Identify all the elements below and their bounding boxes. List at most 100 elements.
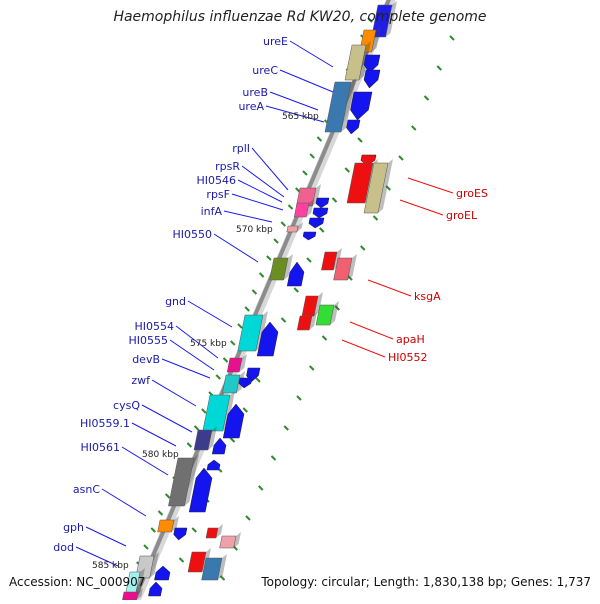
gene-groEL-side	[378, 159, 393, 213]
tick-mark	[319, 227, 325, 233]
label-rpsF: rpsF	[206, 188, 230, 201]
tick-mark	[306, 257, 312, 263]
backbone-line	[130, 0, 391, 604]
gene-orange-1-side	[371, 26, 381, 52]
gene-blue-3	[350, 91, 373, 121]
tick-mark	[423, 95, 430, 101]
accession-text: Accession: NC_000907	[9, 575, 146, 589]
gene-ureB-blue-body	[324, 81, 352, 133]
gene-pink-4	[122, 588, 143, 601]
gene-blue-19	[148, 581, 163, 597]
tick-mark	[436, 65, 442, 71]
gene-pink-4-body	[122, 591, 139, 601]
tick-mark	[357, 137, 363, 143]
tick-mark	[280, 317, 287, 323]
gene-red-4-side	[309, 312, 317, 330]
gene-red-2-body	[321, 251, 338, 271]
gene-red-3-side	[314, 292, 323, 316]
gene-blue-14-body	[211, 437, 227, 455]
leader-ureC	[279, 69, 334, 93]
leader-rplI	[251, 147, 289, 191]
scale-label: 570 kbp	[236, 225, 273, 235]
gene-ureE-upper-body	[371, 4, 393, 38]
tick-mark	[398, 155, 404, 161]
label-HI0559.1: HI0559.1	[80, 417, 130, 430]
gene-zwf-body	[202, 394, 231, 432]
tick-mark	[302, 170, 308, 176]
tick-mark	[296, 395, 302, 401]
label-leader-lines	[75, 40, 454, 567]
leader-HI0552	[341, 339, 386, 358]
gene-gnd-side	[255, 311, 268, 351]
label-cysQ: cysQ	[113, 399, 140, 412]
tick-mark	[344, 167, 350, 173]
leader-groEL	[399, 199, 444, 216]
gene-blue-block-side	[217, 554, 227, 580]
gene-blue-10-body	[256, 321, 279, 357]
gene-ureE-upper-side	[385, 1, 397, 37]
tick-mark	[150, 527, 156, 533]
tick-mark	[164, 493, 171, 499]
gene-blue-2	[363, 69, 381, 89]
leader-rpsR	[241, 165, 285, 198]
scale-labels: 565 kbp 570 kbp 575 kbp 580 kbp 585 kbp	[92, 112, 319, 571]
gene-blue-17	[173, 527, 188, 541]
gene-blue-19-body	[148, 581, 163, 597]
tick-mark	[360, 245, 366, 251]
leader-HI0550	[213, 233, 259, 263]
leader-ksgA	[367, 279, 412, 297]
tick-mark	[242, 407, 248, 413]
tick-mark	[309, 153, 315, 159]
tick-mark	[385, 185, 391, 191]
tick-mark	[283, 425, 289, 431]
gene-ureC-tan-body	[344, 44, 367, 81]
leader-cysQ	[141, 404, 193, 433]
gene-gph	[135, 552, 159, 579]
label-HI0546: HI0546	[196, 174, 236, 187]
gene-blue-9-body	[286, 261, 305, 287]
tick-mark	[191, 527, 197, 533]
tick-mark	[287, 204, 294, 210]
gene-blue-6-body	[312, 207, 329, 219]
gene-pink-2-side	[306, 199, 314, 217]
gene-red-3	[301, 292, 323, 317]
gene-pink-1	[296, 184, 321, 207]
gene-HI0561-body	[168, 457, 195, 507]
tick-mark	[367, 17, 373, 23]
gene-blue-13-body	[222, 403, 245, 439]
gene-HI0561	[168, 454, 199, 507]
label-ureB: ureB	[242, 86, 268, 99]
label-gph: gph	[63, 521, 84, 534]
tick-mark	[201, 408, 207, 414]
label-devB: devB	[132, 353, 160, 366]
gene-HI0555-body	[222, 374, 241, 394]
gene-features	[122, 1, 397, 601]
gene-asnC-side	[171, 516, 179, 532]
gene-ksgA-side	[347, 254, 357, 280]
gene-cysQ	[193, 426, 217, 451]
leader-infA	[223, 210, 273, 223]
gene-blue-6	[312, 207, 329, 219]
scale-label: 575 kbp	[190, 339, 227, 349]
gene-asnC-body	[157, 519, 175, 533]
label-gnd: gnd	[165, 295, 186, 308]
gene-dod-side	[135, 568, 145, 596]
leader-ureE	[289, 40, 334, 68]
leader-ureB	[269, 91, 319, 111]
leader-HI0554	[175, 325, 219, 359]
gene-infA-body	[286, 225, 299, 233]
scale-label: 580 kbp	[142, 450, 179, 460]
gene-zwf	[202, 391, 235, 432]
genome-title: Haemophilus influenzae Rd KW20, complete…	[113, 9, 487, 25]
gene-red-5-side	[216, 524, 223, 538]
tick-mark	[266, 255, 272, 261]
tick-mark	[157, 510, 164, 516]
tick-mark	[215, 374, 221, 380]
leader-zwf	[151, 379, 197, 407]
gene-blue-block	[201, 554, 227, 581]
gene-cysQ-body	[193, 429, 213, 451]
leader-dod	[75, 546, 119, 567]
gene-blue-5	[315, 197, 330, 209]
gene-ksgA	[333, 254, 357, 281]
